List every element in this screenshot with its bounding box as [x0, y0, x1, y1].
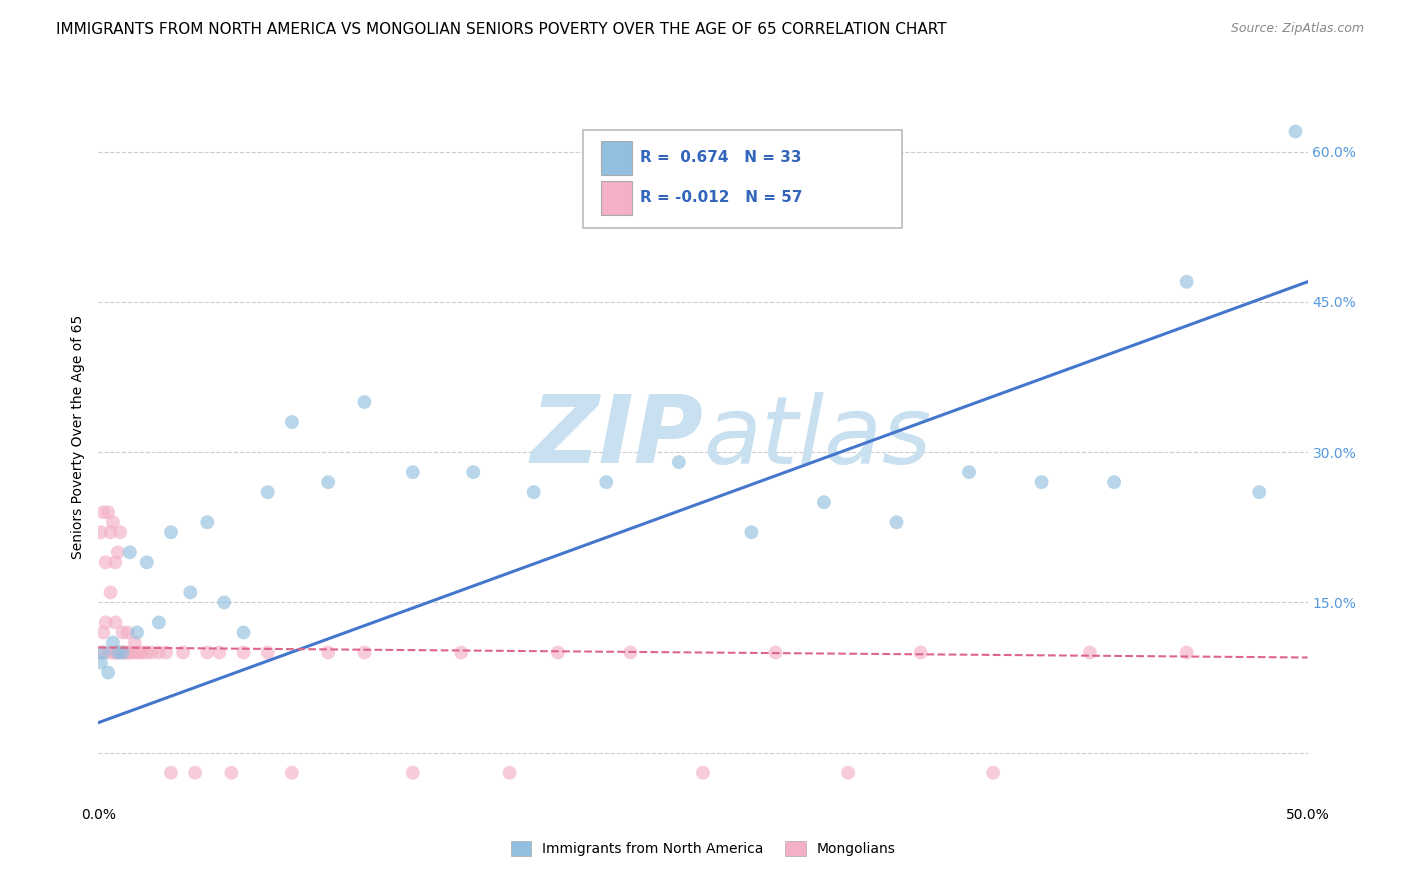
Y-axis label: Seniors Poverty Over the Age of 65: Seniors Poverty Over the Age of 65 [72, 315, 86, 559]
Point [523, 485, 546, 500]
Point [1031, 475, 1053, 490]
Point [101, 515, 124, 529]
Text: R = -0.012   N = 57: R = -0.012 N = 57 [641, 190, 803, 205]
Point [957, 465, 980, 479]
Point [1078, 646, 1101, 660]
Point [108, 646, 131, 660]
Point [1284, 124, 1306, 138]
Point [463, 465, 485, 479]
Point [1249, 485, 1271, 500]
Point [108, 525, 131, 540]
Point [195, 646, 218, 660]
Point [595, 475, 617, 490]
Point [118, 646, 141, 660]
Point [1175, 275, 1198, 289]
Point [94, 615, 117, 630]
Point [619, 646, 641, 660]
Point [353, 646, 375, 660]
Point [117, 646, 139, 660]
Point [813, 495, 835, 509]
Point [498, 765, 520, 780]
Point [316, 475, 339, 490]
Point [353, 395, 375, 409]
Point [101, 635, 124, 649]
Point [910, 646, 932, 660]
Point [104, 555, 127, 569]
Point [668, 455, 690, 469]
Point [135, 555, 157, 569]
Point [131, 646, 153, 660]
Point [91, 505, 114, 519]
Point [124, 635, 146, 649]
Point [97, 646, 120, 660]
Text: IMMIGRANTS FROM NORTH AMERICA VS MONGOLIAN SENIORS POVERTY OVER THE AGE OF 65 CO: IMMIGRANTS FROM NORTH AMERICA VS MONGOLI… [56, 22, 946, 37]
Point [100, 525, 122, 540]
Point [281, 765, 304, 780]
Point [107, 545, 129, 559]
Point [740, 525, 762, 540]
Point [148, 615, 170, 630]
Point [100, 585, 122, 599]
Point [90, 525, 112, 540]
Point [221, 765, 243, 780]
Point [886, 515, 908, 529]
Point [450, 646, 472, 660]
Point [118, 545, 141, 559]
Point [114, 646, 136, 660]
Point [195, 515, 218, 529]
Point [111, 646, 134, 660]
Point [256, 646, 278, 660]
Point [104, 646, 127, 660]
Point [148, 646, 170, 660]
Point [127, 646, 149, 660]
Legend: Immigrants from North America, Mongolians: Immigrants from North America, Mongolian… [505, 836, 901, 862]
Point [128, 646, 150, 660]
Point [316, 646, 339, 660]
Point [1175, 646, 1198, 660]
Point [547, 646, 569, 660]
Point [281, 415, 304, 429]
Point [141, 646, 163, 660]
Point [101, 646, 124, 660]
Point [179, 585, 201, 599]
Point [155, 646, 177, 660]
Point [94, 555, 117, 569]
Point [97, 505, 120, 519]
Point [111, 625, 134, 640]
Point [1102, 475, 1125, 490]
Point [172, 646, 194, 660]
Point [208, 646, 231, 660]
Point [121, 646, 143, 660]
Point [107, 646, 129, 660]
Point [692, 765, 714, 780]
Point [981, 765, 1004, 780]
Point [212, 595, 235, 609]
Point [256, 485, 278, 500]
Point [97, 665, 120, 680]
Point [402, 465, 425, 479]
Point [111, 646, 134, 660]
Point [90, 656, 112, 670]
Text: R =  0.674   N = 33: R = 0.674 N = 33 [641, 150, 801, 165]
Text: atlas: atlas [703, 392, 931, 483]
Point [184, 765, 207, 780]
Point [160, 765, 183, 780]
Point [232, 625, 254, 640]
Point [117, 625, 139, 640]
Point [135, 646, 157, 660]
Point [91, 646, 114, 660]
Point [127, 625, 149, 640]
Point [104, 615, 127, 630]
Text: ZIP: ZIP [530, 391, 703, 483]
Point [107, 646, 129, 660]
Point [160, 525, 183, 540]
Point [765, 646, 787, 660]
Point [402, 765, 425, 780]
Point [90, 646, 112, 660]
Text: Source: ZipAtlas.com: Source: ZipAtlas.com [1230, 22, 1364, 36]
Point [91, 625, 114, 640]
Point [837, 765, 859, 780]
Point [232, 646, 254, 660]
